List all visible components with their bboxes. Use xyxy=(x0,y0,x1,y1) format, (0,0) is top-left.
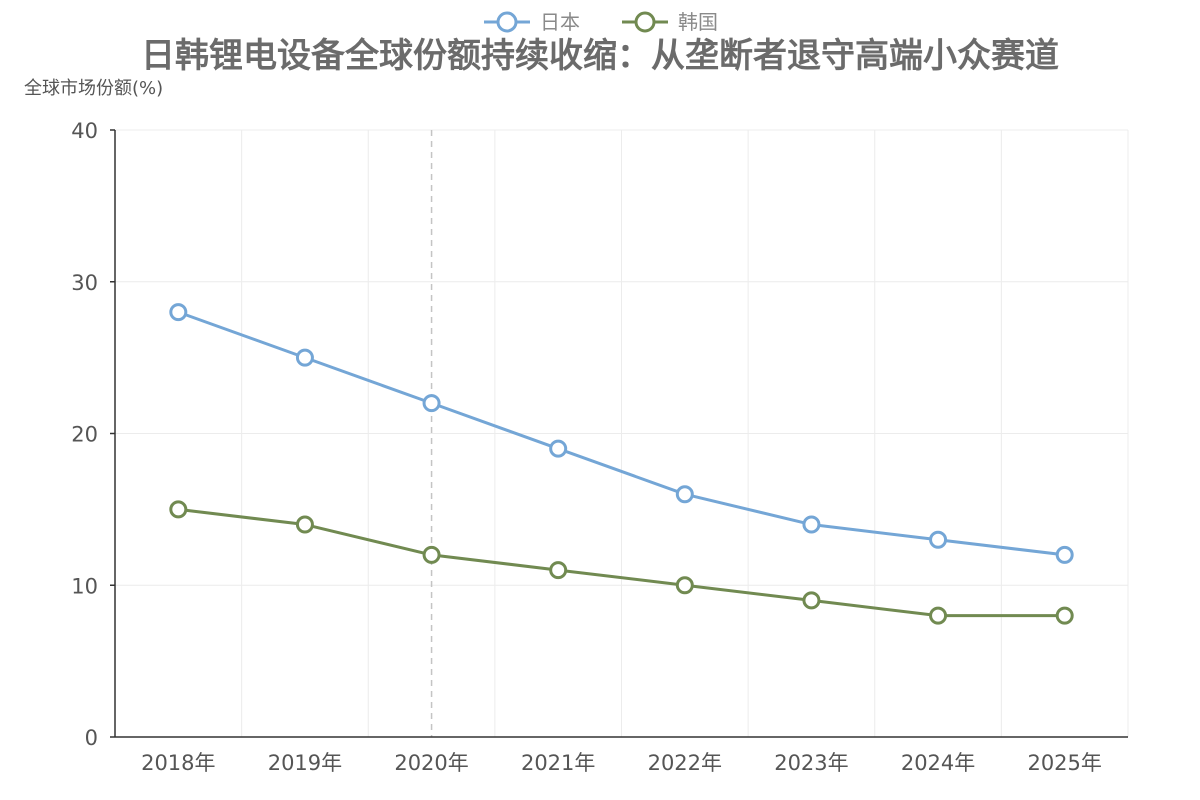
y-tick-label: 10 xyxy=(71,574,98,598)
x-tick-label: 2018年 xyxy=(141,751,215,775)
legend-item[interactable]: 日本 xyxy=(484,10,580,34)
data-point[interactable] xyxy=(929,606,948,625)
series-2 xyxy=(169,500,1074,625)
data-point[interactable] xyxy=(802,591,821,610)
series-group xyxy=(169,303,1074,625)
legend[interactable]: 日本 韩国 xyxy=(484,10,718,34)
x-tick-label: 2025年 xyxy=(1027,751,1101,775)
x-tick-label: 2020年 xyxy=(394,751,468,775)
data-point[interactable] xyxy=(675,576,694,595)
y-tick-label: 40 xyxy=(71,119,98,143)
series-line xyxy=(177,310,1065,557)
data-point[interactable] xyxy=(549,439,568,458)
series-line xyxy=(178,507,1065,618)
x-tick-label: 2021年 xyxy=(521,751,595,775)
y-tick-label: 0 xyxy=(85,726,98,750)
x-tick-label: 2022年 xyxy=(648,751,722,775)
y-tick-label: 20 xyxy=(71,423,98,447)
x-tick-label: 2024年 xyxy=(901,751,975,775)
legend-label: 韩国 xyxy=(678,10,718,34)
data-point[interactable] xyxy=(169,500,188,519)
legend-swatch-marker xyxy=(496,11,518,33)
x-tick-label: 2023年 xyxy=(774,751,848,775)
axes xyxy=(110,129,1128,738)
chart-title: 日韩锂电设备全球份额持续收缩：从垄断者退守高端小众赛道 xyxy=(141,36,1059,76)
data-point[interactable] xyxy=(929,530,948,549)
data-point[interactable] xyxy=(1055,606,1074,625)
data-point[interactable] xyxy=(675,485,694,504)
y-axis-title: 全球市场份额(%) xyxy=(24,78,163,99)
data-point[interactable] xyxy=(422,545,441,564)
data-point[interactable] xyxy=(169,303,188,322)
x-tick-label: 2019年 xyxy=(268,751,342,775)
data-point[interactable] xyxy=(422,394,441,413)
tick-labels: 0 10 20 30 40 2018年 2019年 2020年 2021年 2022年 2023年 2… xyxy=(71,119,1102,775)
data-point[interactable] xyxy=(295,515,314,534)
data-point[interactable] xyxy=(295,348,314,367)
data-point[interactable] xyxy=(1055,545,1074,564)
grid xyxy=(115,129,1129,737)
series-1 xyxy=(169,303,1074,564)
legend-item[interactable]: 韩国 xyxy=(622,10,718,34)
legend-swatch-marker xyxy=(634,11,656,33)
data-point[interactable] xyxy=(549,561,568,580)
data-point[interactable] xyxy=(802,515,821,534)
legend-label: 日本 xyxy=(540,10,580,34)
y-tick-label: 30 xyxy=(71,271,98,295)
